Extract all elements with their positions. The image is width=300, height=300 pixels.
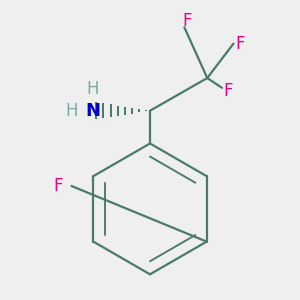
Text: N: N [85, 102, 100, 120]
Text: F: F [235, 35, 245, 53]
Text: H: H [65, 102, 78, 120]
Text: H: H [86, 80, 99, 98]
Text: F: F [183, 12, 192, 30]
Text: F: F [224, 82, 233, 100]
Text: F: F [54, 177, 63, 195]
